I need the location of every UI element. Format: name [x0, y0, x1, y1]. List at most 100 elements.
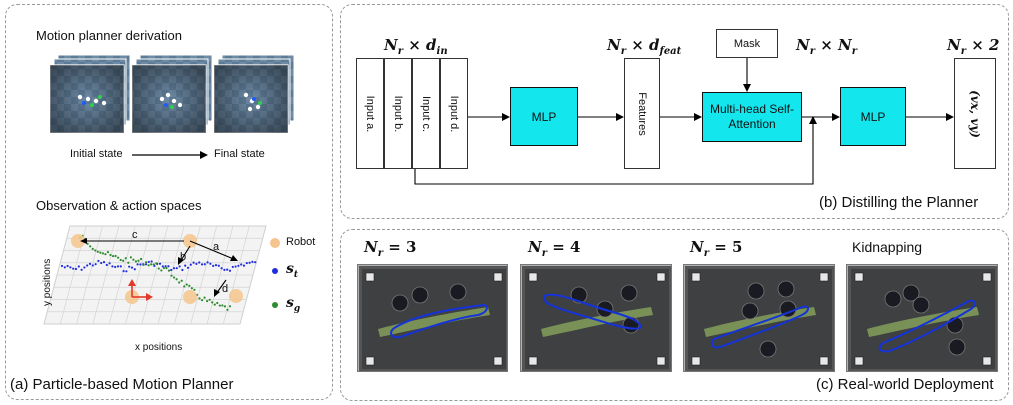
mask-block: Mask — [716, 29, 778, 58]
photo-title-kidnapping: Kidnapping — [852, 239, 923, 255]
sg-point — [104, 253, 107, 256]
st-point — [144, 263, 148, 266]
sg-point — [218, 304, 221, 307]
attention-block: Multi-head Self-Attention — [702, 92, 802, 142]
deployment-photo-5 — [683, 264, 835, 372]
sg-point — [160, 269, 163, 272]
sg-point — [183, 285, 186, 288]
arrow-label-a: a — [213, 241, 220, 253]
st-point — [167, 265, 170, 268]
st-point — [209, 262, 212, 265]
st-point — [111, 265, 114, 268]
sg-point — [124, 257, 127, 260]
sg-point — [117, 256, 120, 259]
sg-point — [122, 259, 125, 262]
st-point — [242, 264, 246, 267]
sg-point — [155, 262, 158, 265]
st-point — [248, 261, 251, 264]
sg-point — [152, 263, 155, 266]
legend-robot-label: Robot — [286, 236, 316, 248]
st-point — [60, 264, 64, 268]
st-point — [200, 263, 204, 266]
st-point — [72, 267, 75, 270]
st-point — [203, 263, 206, 266]
st-point — [130, 266, 134, 269]
sg-point — [109, 253, 112, 257]
sg-point — [213, 303, 216, 306]
sg-point — [142, 263, 145, 266]
frame-middle — [131, 64, 207, 134]
sg-point — [147, 264, 150, 267]
features-block: Features — [624, 58, 660, 169]
st-point — [254, 261, 257, 264]
st-point — [214, 264, 218, 267]
sg-point — [206, 300, 209, 303]
deployment-photo-kidnapping — [846, 264, 998, 372]
st-point — [220, 267, 223, 270]
sg-point — [139, 257, 143, 261]
st-point — [226, 268, 229, 271]
mlp-block-2: MLP — [840, 87, 906, 146]
st-point — [77, 265, 80, 268]
st-point — [228, 269, 232, 272]
st-point — [122, 270, 125, 273]
sg-point — [198, 297, 201, 300]
sg-point — [172, 276, 176, 279]
sg-point — [137, 259, 140, 262]
sg-point — [89, 245, 92, 248]
sg-point — [208, 298, 211, 301]
y-axis-label: y positions — [42, 258, 53, 306]
st-point — [136, 263, 139, 266]
final-state-label: Final state — [214, 148, 265, 160]
st-point — [223, 268, 226, 271]
panel-particle-planner — [5, 4, 333, 400]
dim-input: Nr × din — [384, 36, 448, 57]
simulation-frames — [50, 55, 295, 134]
st-point — [125, 270, 128, 273]
sg-point — [99, 251, 102, 254]
st-point — [234, 265, 237, 268]
st-point — [94, 263, 97, 266]
st-point — [119, 265, 122, 268]
arrow-label-b: b — [180, 251, 187, 263]
st-point — [139, 263, 142, 266]
sg-point — [175, 278, 178, 281]
sg-point — [185, 283, 188, 286]
input-b: Input b. — [384, 58, 412, 169]
flow-arrows — [414, 58, 954, 185]
sg-point — [200, 299, 204, 302]
sg-point — [101, 252, 104, 255]
mlp-block-1: MLP — [510, 87, 578, 146]
st-point — [181, 268, 184, 272]
input-c: Input c. — [412, 58, 440, 169]
st-point — [66, 264, 69, 268]
arrow-label-c: c — [132, 229, 138, 241]
deployment-photo-3 — [357, 264, 508, 372]
st-point — [147, 260, 150, 264]
sg-point — [216, 301, 219, 305]
st-point — [245, 261, 248, 265]
st-point — [102, 260, 106, 264]
sg-point — [226, 308, 229, 311]
st-point — [114, 265, 117, 269]
legend-robot-marker — [270, 238, 280, 248]
st-point — [97, 259, 100, 263]
sg-point — [170, 274, 173, 277]
st-point — [251, 260, 254, 264]
st-point — [172, 267, 176, 270]
sg-point — [228, 305, 232, 308]
st-point — [192, 261, 195, 264]
st-point — [170, 268, 173, 272]
st-point — [91, 264, 94, 267]
st-point — [100, 261, 103, 265]
photo-title-4: Nr = 4 — [528, 238, 581, 259]
st-point — [158, 262, 162, 265]
st-point — [206, 261, 209, 264]
st-point — [175, 267, 178, 270]
st-point — [105, 263, 108, 267]
initial-state-label: Initial state — [70, 148, 123, 160]
sg-point — [211, 301, 214, 304]
sg-point — [150, 263, 153, 266]
sg-point — [180, 279, 183, 282]
sg-point — [193, 288, 196, 291]
